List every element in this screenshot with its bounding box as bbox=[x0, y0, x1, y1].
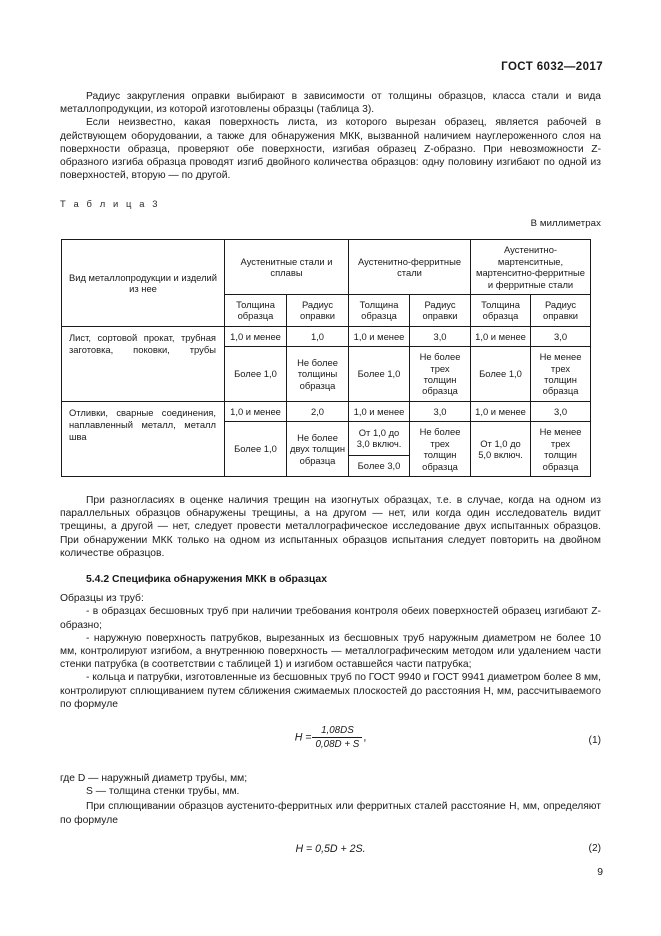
cell-g3-radius-b: Не менее трех толщин образца bbox=[530, 346, 592, 402]
header-radius-1: Радиус оправки bbox=[285, 294, 350, 327]
paragraph-outer-surface: - наружную поверхность патрубков, выреза… bbox=[60, 632, 601, 671]
formula-2-number: (2) bbox=[588, 842, 601, 854]
table-3: Вид металлопродукции и изделий из нее Ау… bbox=[61, 239, 592, 477]
cell-g1-radius-a: 1,0 bbox=[285, 325, 350, 348]
table-header-row-groups: Вид металлопродукции и изделий из нее Ау… bbox=[61, 239, 592, 327]
cell-kind-castings: Отливки, сварные соединения, наплавленны… bbox=[61, 400, 225, 477]
header-radius-2: Радиус оправки bbox=[409, 294, 472, 327]
paragraph-disagreements: При разногласиях в оценке наличия трещин… bbox=[60, 494, 601, 559]
cell2-g2-thickness-a: 1,0 и менее bbox=[348, 400, 411, 423]
cell2-g2-thickness-c: Более 3,0 bbox=[348, 454, 411, 477]
paragraph-radius-mandrel: Радиус закругления оправки выбирают в за… bbox=[60, 91, 601, 116]
cell2-g3-radius-b: Не менее трех толщин образца bbox=[530, 421, 592, 477]
paragraph-seamless-pipes: - в образцах бесшовных труб при наличии … bbox=[60, 606, 601, 631]
formula-1-number: (1) bbox=[588, 734, 601, 746]
cell2-g2-thickness-b: От 1,0 до 3,0 включ. bbox=[348, 421, 411, 456]
header-thickness-3: Толщина образца bbox=[470, 294, 532, 327]
table-units-note: В миллиметрах bbox=[530, 218, 601, 230]
page-number: 9 bbox=[597, 867, 603, 878]
paragraph-flattening: При сплющивании образцов аустенито-ферри… bbox=[60, 801, 601, 826]
table-header-row-subs: Толщина образца Радиус оправки Толщина о… bbox=[62, 294, 592, 327]
paragraph-unknown-surface: Если неизвестно, какая поверхность листа… bbox=[60, 117, 601, 182]
cell2-g3-thickness-a: 1,0 и менее bbox=[470, 400, 532, 423]
table-row: Более 3,0 bbox=[62, 454, 591, 477]
cell-g3-thickness-b: Более 1,0 bbox=[470, 346, 532, 402]
cell-g2-thickness-a: 1,0 и менее bbox=[348, 325, 411, 348]
formula-2-row: H = 0,5D + 2S. (2) bbox=[60, 843, 601, 861]
formula-1-lhs: H = bbox=[294, 731, 312, 744]
header-group-austenitic-martensitic: Аустенитно-мартенситные, мартенситно-фер… bbox=[470, 239, 592, 296]
section-heading-542: 5.4.2 Специфика обнаружения МКК в образц… bbox=[86, 573, 327, 585]
cell-g2-radius-b: Не более трех толщин образца bbox=[409, 346, 472, 402]
cell-g1-thickness-b: Более 1,0 bbox=[224, 346, 287, 402]
formula-1-fraction: 1,08DS 0,08D + S bbox=[312, 724, 363, 750]
variable-definitions: где D — наружный диаметр трубы, мм; S — … bbox=[60, 772, 601, 798]
cell-g1-radius-b: Не более толщины образца bbox=[285, 346, 350, 402]
cell-g3-radius-a: 3,0 bbox=[530, 325, 592, 348]
cell-kind-sheet: Лист, сортовой прокат, трубная заготовка… bbox=[61, 325, 225, 402]
header-group-austenitic: Аустенитные стали и сплавы bbox=[223, 239, 350, 296]
cell2-g1-radius-a: 2,0 bbox=[285, 400, 350, 423]
cell2-g3-radius-a: 3,0 bbox=[530, 400, 592, 423]
header-thickness-2: Толщина образца bbox=[348, 294, 411, 327]
formula-1-numerator: 1,08DS bbox=[321, 724, 354, 736]
table-row: Лист, сортовой прокат, трубная заготовка… bbox=[61, 325, 592, 402]
header-kind: Вид металлопродукции и изделий из нее bbox=[61, 239, 225, 327]
formula-1: H = 1,08DS 0,08D + S, bbox=[60, 725, 601, 750]
table-caption: Т а б л и ц а 3 bbox=[60, 198, 161, 210]
cell-g2-radius-a: 3,0 bbox=[409, 325, 472, 348]
cell2-g1-thickness-b: Более 1,0 bbox=[224, 421, 287, 477]
formula-1-row: H = 1,08DS 0,08D + S, (1) bbox=[60, 725, 601, 759]
cell2-g1-radius-b: Не более двух толщин образца bbox=[285, 421, 350, 477]
formula-1-denominator: 0,08D + S bbox=[312, 736, 363, 750]
paragraph-pipe-samples: Образцы из труб: bbox=[60, 593, 144, 605]
formula-1-trailing: , bbox=[363, 731, 367, 744]
cell2-g1-thickness-a: 1,0 и менее bbox=[224, 400, 287, 423]
paragraph-rings-and-nozzles: - кольца и патрубки, изготовленные из бе… bbox=[60, 672, 601, 710]
table-row: Более 1,0 Не более толщины образца Более… bbox=[62, 346, 592, 402]
cell-g3-thickness-a: 1,0 и менее bbox=[470, 325, 532, 348]
cell2-g2-radius-a: 3,0 bbox=[409, 400, 472, 423]
table-row: Более 1,0 Не более двух толщин образца О… bbox=[62, 421, 592, 477]
standard-header: ГОСТ 6032—2017 bbox=[501, 61, 603, 73]
cell2-g2-radius-b: Не более трех толщин образца bbox=[409, 421, 472, 477]
header-thickness-1: Толщина образца bbox=[224, 294, 287, 327]
cell-g2-thickness-b: Более 1,0 bbox=[348, 346, 411, 402]
definition-d: где D — наружный диаметр трубы, мм; bbox=[60, 772, 248, 784]
cell-g1-thickness-a: 1,0 и менее bbox=[224, 325, 287, 348]
formula-2: H = 0,5D + 2S. bbox=[295, 842, 366, 855]
header-group-austenitic-ferritic: Аустенитно-ферритные стали bbox=[348, 239, 472, 296]
definition-s: S — толщина стенки трубы, мм. bbox=[86, 786, 240, 798]
page-content: Радиус закругления оправки выбирают в за… bbox=[60, 90, 601, 861]
table-row: Отливки, сварные соединения, наплавленны… bbox=[61, 400, 592, 477]
cell2-g3-thickness-b: От 1,0 до 5,0 включ. bbox=[470, 421, 532, 477]
header-radius-3: Радиус оправки bbox=[530, 294, 592, 327]
